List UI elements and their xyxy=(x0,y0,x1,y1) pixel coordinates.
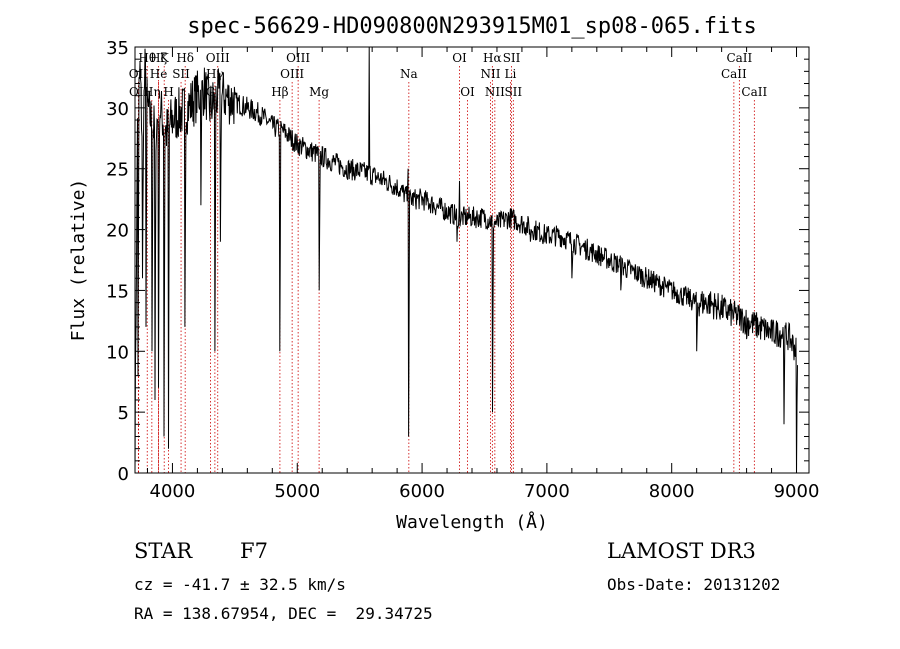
spectral-line-label: Hα xyxy=(483,51,502,65)
x-tick-label: 7000 xyxy=(524,481,570,502)
x-axis-label: Wavelength (Å) xyxy=(396,511,548,533)
object-class: STAR xyxy=(134,539,193,563)
y-tick-label: 15 xyxy=(106,281,129,302)
x-tick-label: 4000 xyxy=(150,481,196,502)
y-tick-label: 0 xyxy=(118,464,129,485)
y-axis-label: Flux (relative) xyxy=(68,179,89,342)
spectral-line-label: CaII xyxy=(726,51,752,65)
spectral-line-label: OI xyxy=(460,85,475,99)
spectral-line-markers xyxy=(137,66,755,473)
spectral-line-label: OIII xyxy=(280,67,304,81)
y-tick-label: 10 xyxy=(106,342,129,363)
spectral-line-label: SII xyxy=(503,51,521,65)
spectrum-line xyxy=(134,46,798,474)
x-axis: 4000 5000 6000 7000 8000 9000 xyxy=(146,47,820,502)
spectral-line-label: Hδ xyxy=(176,51,194,65)
spectral-line-label: He xyxy=(150,67,168,81)
y-tick-label: 20 xyxy=(106,221,129,242)
x-tick-label: 5000 xyxy=(274,481,320,502)
y-tick-label: 30 xyxy=(106,99,129,120)
survey-name: LAMOST DR3 xyxy=(607,539,756,563)
x-tick-label: 8000 xyxy=(649,481,695,502)
spectral-line-label: SII xyxy=(504,85,522,99)
spectral-line-label: SII xyxy=(172,67,190,81)
y-tick-label: 35 xyxy=(106,38,129,59)
spectral-line-label: Hθ xyxy=(138,51,156,65)
spectral-line-label: OIII xyxy=(286,51,310,65)
spectral-line-label: OI xyxy=(452,51,467,65)
spectral-subclass: F7 xyxy=(240,539,268,563)
spectral-line-label: Hβ xyxy=(271,85,288,99)
spectral-line-label: OIII xyxy=(206,51,230,65)
x-tick-label: 9000 xyxy=(774,481,820,502)
plot-frame xyxy=(134,46,810,474)
redshift-value: cz = -41.7 ± 32.5 km/s xyxy=(134,575,346,594)
spectral-line-label: K xyxy=(160,51,170,65)
spectral-line-label: Na xyxy=(400,67,418,81)
coordinates: RA = 138.67954, DEC = 29.34725 xyxy=(134,604,433,623)
observation-date: Obs-Date: 20131202 xyxy=(607,575,781,594)
spectral-line-label: Li xyxy=(505,67,517,81)
y-axis: 0 5 10 15 20 25 30 35 xyxy=(106,38,809,485)
spectral-line-label: CaII xyxy=(721,67,747,81)
spectral-line-label: H xyxy=(163,85,173,99)
spectral-line-label: NII xyxy=(485,85,505,99)
y-tick-label: 5 xyxy=(118,403,129,424)
spectral-line-label: OII xyxy=(129,67,149,81)
spectral-line-label: Hζ xyxy=(150,51,167,65)
spectral-line-label: Mg xyxy=(309,85,329,99)
spectral-line-label: CaII xyxy=(741,85,767,99)
x-tick-label: 6000 xyxy=(399,481,445,502)
spectral-line-label: NII xyxy=(480,67,500,81)
chart-title: spec-56629-HD090800N293915M01_sp08-065.f… xyxy=(187,14,757,39)
y-tick-label: 25 xyxy=(106,160,129,181)
